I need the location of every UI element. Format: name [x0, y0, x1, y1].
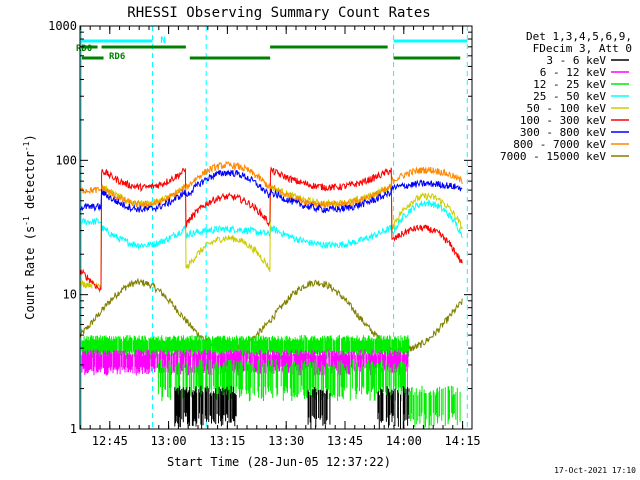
saa-marker-label: N	[160, 36, 165, 46]
x-tick-label: 13:15	[209, 434, 245, 448]
y-tick-label: 1	[70, 422, 77, 436]
legend-header: FDecim 3, Att 0	[533, 42, 632, 55]
legend-header: Det 1,3,4,5,6,9,	[526, 30, 632, 43]
x-tick-label: 14:00	[386, 434, 422, 448]
plot-area: N RD0 RD6	[76, 26, 468, 429]
series-line	[377, 386, 410, 429]
series-line	[174, 385, 237, 429]
legend-label: 6 - 12 keV	[540, 66, 607, 79]
series-line	[79, 166, 463, 293]
y-axis-label: Count Rate (s-1 detector-1)	[22, 134, 37, 319]
series-line	[157, 359, 408, 402]
x-tick-label: 13:00	[151, 434, 187, 448]
legend-label: 800 - 7000 keV	[513, 138, 606, 151]
footer-date: 17-Oct-2021 17:10	[554, 466, 636, 475]
y-tick-label: 100	[55, 153, 77, 167]
chart-title: RHESSI Observing Summary Count Rates	[127, 5, 430, 21]
series-line	[408, 385, 461, 429]
x-axis-label: Start Time (28-Jun-05 12:37:22)	[167, 455, 391, 469]
rd6-label: RD6	[109, 52, 125, 62]
x-tick-label: 14:15	[445, 434, 481, 448]
legend-label: 25 - 50 keV	[533, 90, 606, 103]
legend-label: 300 - 800 keV	[520, 126, 606, 139]
rd0-label: RD0	[76, 44, 92, 54]
axes: 1 10 100 1000 12:45 13:00 13:15 13:30 13:45 14:00…	[48, 19, 481, 448]
series-line	[307, 387, 331, 429]
legend-label: 100 - 300 keV	[520, 114, 606, 127]
y-tick-label: 1000	[48, 19, 77, 33]
legend-label: 7000 - 15000 keV	[500, 150, 606, 163]
legend-label: 50 - 100 keV	[527, 102, 607, 115]
x-tick-label: 13:45	[327, 434, 363, 448]
y-tick-label: 10	[63, 288, 77, 302]
legend-label: 3 - 6 keV	[546, 54, 606, 67]
series-line	[81, 335, 410, 360]
legend-label: 12 - 25 keV	[533, 78, 606, 91]
series-line	[79, 169, 463, 214]
x-tick-label: 12:45	[92, 434, 128, 448]
series-line	[79, 182, 463, 290]
series-line	[79, 199, 463, 251]
legend: Det 1,3,4,5,6,9,FDecim 3, Att 03 - 6 keV…	[500, 30, 632, 163]
x-tick-label: 13:30	[268, 434, 304, 448]
